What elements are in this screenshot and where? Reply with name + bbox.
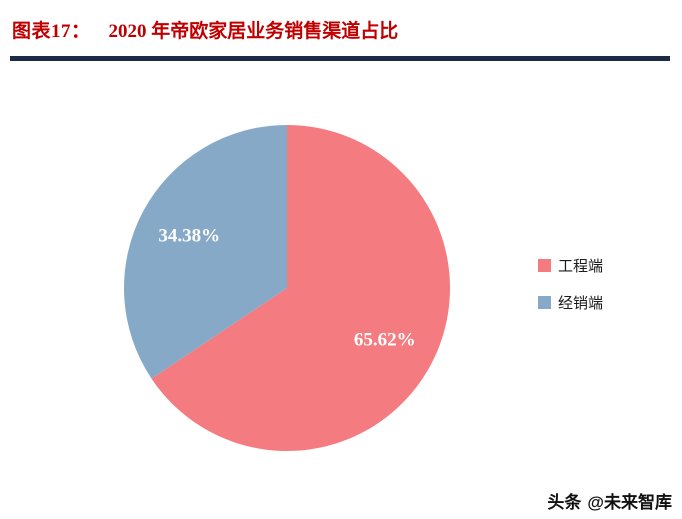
pie-slice-label: 65.62% xyxy=(354,330,416,351)
figure-title: 图表17： 2020 年帝欧家居业务销售渠道占比 xyxy=(12,16,670,43)
pie-slice-2 xyxy=(124,125,288,379)
legend-marker xyxy=(538,259,551,272)
figure-number-label: 图表17： xyxy=(12,21,91,42)
title-underline-divider xyxy=(10,56,670,61)
legend: 工程端 经销端 xyxy=(538,255,603,313)
pie-svg: 65.62% 34.38% xyxy=(124,125,451,451)
watermark-brand: 头条 xyxy=(547,493,582,512)
legend-marker xyxy=(538,296,551,309)
pie-slice-label: 34.38% xyxy=(158,225,220,246)
header: 图表17： 2020 年帝欧家居业务销售渠道占比 xyxy=(12,16,670,43)
figure-title-text: 2020 年帝欧家居业务销售渠道占比 xyxy=(108,21,399,42)
legend-label: 经销端 xyxy=(558,295,604,312)
legend-item-distribution: 经销端 xyxy=(538,292,603,313)
legend-item-project: 工程端 xyxy=(538,255,603,276)
pie-slice-1 xyxy=(151,125,451,451)
pie-chart: 65.62% 34.38% xyxy=(119,120,455,456)
legend-label: 工程端 xyxy=(558,258,604,275)
watermark-handle: @未来智库 xyxy=(587,493,672,512)
watermark: 头条 @未来智库 xyxy=(547,488,672,513)
